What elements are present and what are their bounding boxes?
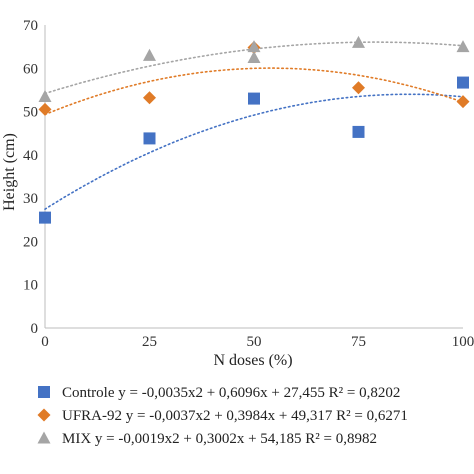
y-tick-label: 30 bbox=[23, 191, 38, 207]
x-tick-label: 50 bbox=[247, 334, 262, 350]
data-points bbox=[38, 35, 470, 224]
legend: Controle y = -0,0035x2 + 0,6096x + 27,45… bbox=[37, 385, 408, 447]
point-mix bbox=[143, 48, 156, 61]
legend-entry-controle: Controle y = -0,0035x2 + 0,6096x + 27,45… bbox=[62, 385, 400, 401]
trendline-mix bbox=[44, 41, 464, 95]
y-tick-label: 10 bbox=[23, 278, 38, 294]
trendlines bbox=[44, 41, 464, 210]
x-axis-title: N doses (%) bbox=[213, 352, 292, 369]
x-tick-label: 0 bbox=[41, 334, 49, 350]
y-tick-label: 70 bbox=[23, 18, 38, 34]
trendline-ufra-92 bbox=[44, 67, 464, 116]
x-tick-label: 100 bbox=[452, 334, 474, 350]
point-controle bbox=[248, 92, 260, 105]
y-tick-label: 60 bbox=[23, 61, 38, 77]
y-tick-label: 20 bbox=[23, 234, 38, 250]
legend-entry-ufra-92: UFRA-92 y = -0,0037x2 + 0,3984x + 49,317… bbox=[62, 408, 408, 424]
point-ufra-92 bbox=[143, 91, 156, 105]
legend-marker-ufra-92 bbox=[37, 408, 51, 422]
legend-marker-controle bbox=[38, 386, 50, 398]
point-ufra-92 bbox=[38, 102, 52, 116]
point-mix bbox=[352, 35, 365, 48]
axes bbox=[44, 25, 463, 329]
point-mix bbox=[38, 89, 52, 102]
point-mix bbox=[456, 40, 470, 53]
point-ufra-92 bbox=[352, 81, 365, 95]
tick-labels: 0 10 20 30 40 50 60 70 0 25 50 75 100 bbox=[23, 18, 474, 350]
trendline-controle bbox=[44, 93, 464, 210]
point-controle bbox=[457, 76, 469, 89]
point-mix bbox=[247, 50, 261, 63]
legend-marker-mix bbox=[37, 431, 51, 444]
x-tick-label: 25 bbox=[142, 334, 157, 350]
y-axis-title: Height (cm) bbox=[1, 133, 18, 211]
legend-entry-mix: MIX y = -0,0019x2 + 0,3002x + 54,185 R² … bbox=[62, 431, 377, 447]
point-controle bbox=[39, 211, 51, 224]
point-controle bbox=[352, 125, 365, 138]
x-tick-label: 75 bbox=[351, 334, 366, 350]
y-tick-label: 50 bbox=[23, 105, 38, 121]
point-controle bbox=[143, 132, 156, 145]
point-ufra-92 bbox=[456, 95, 470, 109]
y-tick-label: 40 bbox=[23, 148, 38, 164]
point-mix bbox=[247, 40, 261, 53]
y-tick-label: 0 bbox=[31, 321, 39, 337]
